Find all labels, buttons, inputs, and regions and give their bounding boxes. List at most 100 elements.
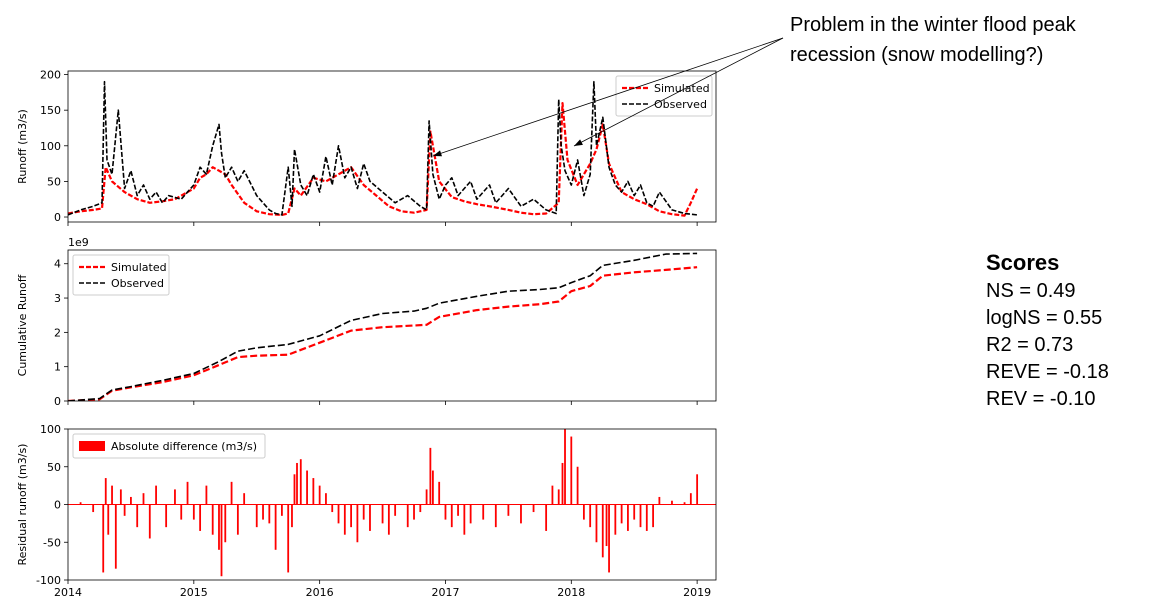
residual-bar xyxy=(165,504,168,528)
residual-bar xyxy=(136,504,139,528)
residual-bar xyxy=(429,447,432,505)
residual-bar xyxy=(438,481,441,505)
residual-bar xyxy=(387,504,390,535)
legend-label: Simulated xyxy=(654,82,710,95)
y-tick-label: 50 xyxy=(47,461,61,474)
residual-bar xyxy=(369,504,371,531)
residual-bar xyxy=(130,496,132,505)
legend: Simulated Observed xyxy=(72,254,170,296)
residual-bar xyxy=(394,504,397,516)
residual-bar xyxy=(633,504,636,520)
residual-bar xyxy=(413,504,415,520)
residual-bar xyxy=(463,504,466,535)
residual-bar xyxy=(92,504,95,513)
residual-bar xyxy=(561,462,564,505)
residual-bar xyxy=(318,485,321,505)
residual-bar xyxy=(102,504,105,573)
residual-bar xyxy=(331,504,334,513)
legend-swatch xyxy=(79,441,105,451)
residual-bar xyxy=(299,459,302,505)
y-tick-label: 3 xyxy=(54,292,61,305)
y-tick-label: 0 xyxy=(54,395,61,408)
residual-bar xyxy=(174,489,176,505)
residual-bar xyxy=(79,502,82,505)
y-tick-label: 0 xyxy=(54,211,61,224)
residual-bar xyxy=(614,504,617,535)
residual-bar xyxy=(482,504,485,520)
y-tick-label: 200 xyxy=(40,69,61,82)
annotation-line-2: recession (snow modelling?) xyxy=(790,44,1044,66)
residual-bar xyxy=(639,504,642,528)
residual-bar xyxy=(255,504,258,528)
annotation-arrowhead xyxy=(574,139,583,146)
residual-bar xyxy=(545,504,548,531)
residual-bar xyxy=(425,489,428,505)
residual-bar xyxy=(142,493,145,505)
legend-label: Observed xyxy=(111,277,164,290)
y-scale-multiplier: 1e9 xyxy=(68,236,89,249)
residual-bar xyxy=(312,478,315,505)
residual-bar xyxy=(627,504,629,531)
residual-bar xyxy=(268,504,271,524)
residual-bar xyxy=(494,504,497,528)
score-reve: REVE = -0.18 xyxy=(986,361,1109,383)
residual-bar xyxy=(419,504,422,513)
residual-bar xyxy=(111,485,113,505)
residual-bar xyxy=(114,504,117,569)
plot-area xyxy=(68,252,698,401)
residual-bar xyxy=(608,504,610,573)
residual-bar xyxy=(689,493,692,505)
residual-bar xyxy=(601,504,604,558)
y-tick-label: 100 xyxy=(40,140,61,153)
residual-bar xyxy=(576,466,579,505)
residual-bar xyxy=(564,429,566,505)
annotation-arrowhead xyxy=(433,150,442,157)
residual-bar xyxy=(291,504,293,528)
residual-bar xyxy=(507,504,510,516)
y-tick-label: 1 xyxy=(54,361,61,374)
residual-bar xyxy=(218,504,220,550)
residual-bar xyxy=(180,504,183,520)
residual-bar xyxy=(211,504,214,535)
residual-bar xyxy=(532,504,535,513)
subplot-3: -100 -50 0 50 100 2014 2015 2016 2017 2018 2019 Res… xyxy=(16,423,717,596)
residual-bar xyxy=(155,485,157,505)
residual-bar xyxy=(450,504,453,528)
subplot-2: 0 1 2 3 4 Cumulative Runoff 1e9 Simulated Observ… xyxy=(16,236,717,408)
x-tick-label: 2016 xyxy=(306,586,334,596)
y-tick-label: -50 xyxy=(43,536,61,549)
residual-bar xyxy=(205,485,208,505)
residual-bar xyxy=(104,478,107,505)
residual-bar xyxy=(658,496,661,505)
residual-bar xyxy=(224,504,227,543)
axes-frame xyxy=(67,249,717,402)
residual-bar xyxy=(595,504,598,543)
residual-bar xyxy=(589,504,592,528)
residual-bar xyxy=(337,504,340,524)
subplot-1: 0 50 100 150 200 Runoff (m3/s) Simulated Observ… xyxy=(16,69,717,226)
scores-panel: Scores NS = 0.49 logNS = 0.55 R2 = 0.73 … xyxy=(986,248,1109,413)
x-tick-label: 2019 xyxy=(683,586,711,596)
residual-bar xyxy=(582,504,585,520)
residual-bar xyxy=(148,504,151,539)
residual-bar xyxy=(551,485,554,505)
residual-bar xyxy=(230,481,233,505)
residual-bar xyxy=(671,500,673,505)
plot-area xyxy=(68,429,716,577)
residual-bar xyxy=(444,504,447,520)
residual-bar xyxy=(123,504,126,516)
score-r2: R2 = 0.73 xyxy=(986,334,1074,356)
annotation-arrow xyxy=(573,37,784,147)
y-axis-label: Cumulative Runoff xyxy=(16,274,29,376)
legend-box xyxy=(72,433,266,459)
scores-title: Scores xyxy=(986,250,1060,275)
residual-bar xyxy=(325,493,327,505)
y-tick-label: 4 xyxy=(54,258,61,271)
y-tick-label: 50 xyxy=(47,175,61,188)
residual-bar xyxy=(343,504,346,535)
residual-bar xyxy=(262,504,264,520)
residual-bar xyxy=(287,504,290,573)
y-tick-label: 150 xyxy=(40,104,61,117)
residual-bar xyxy=(406,504,409,528)
